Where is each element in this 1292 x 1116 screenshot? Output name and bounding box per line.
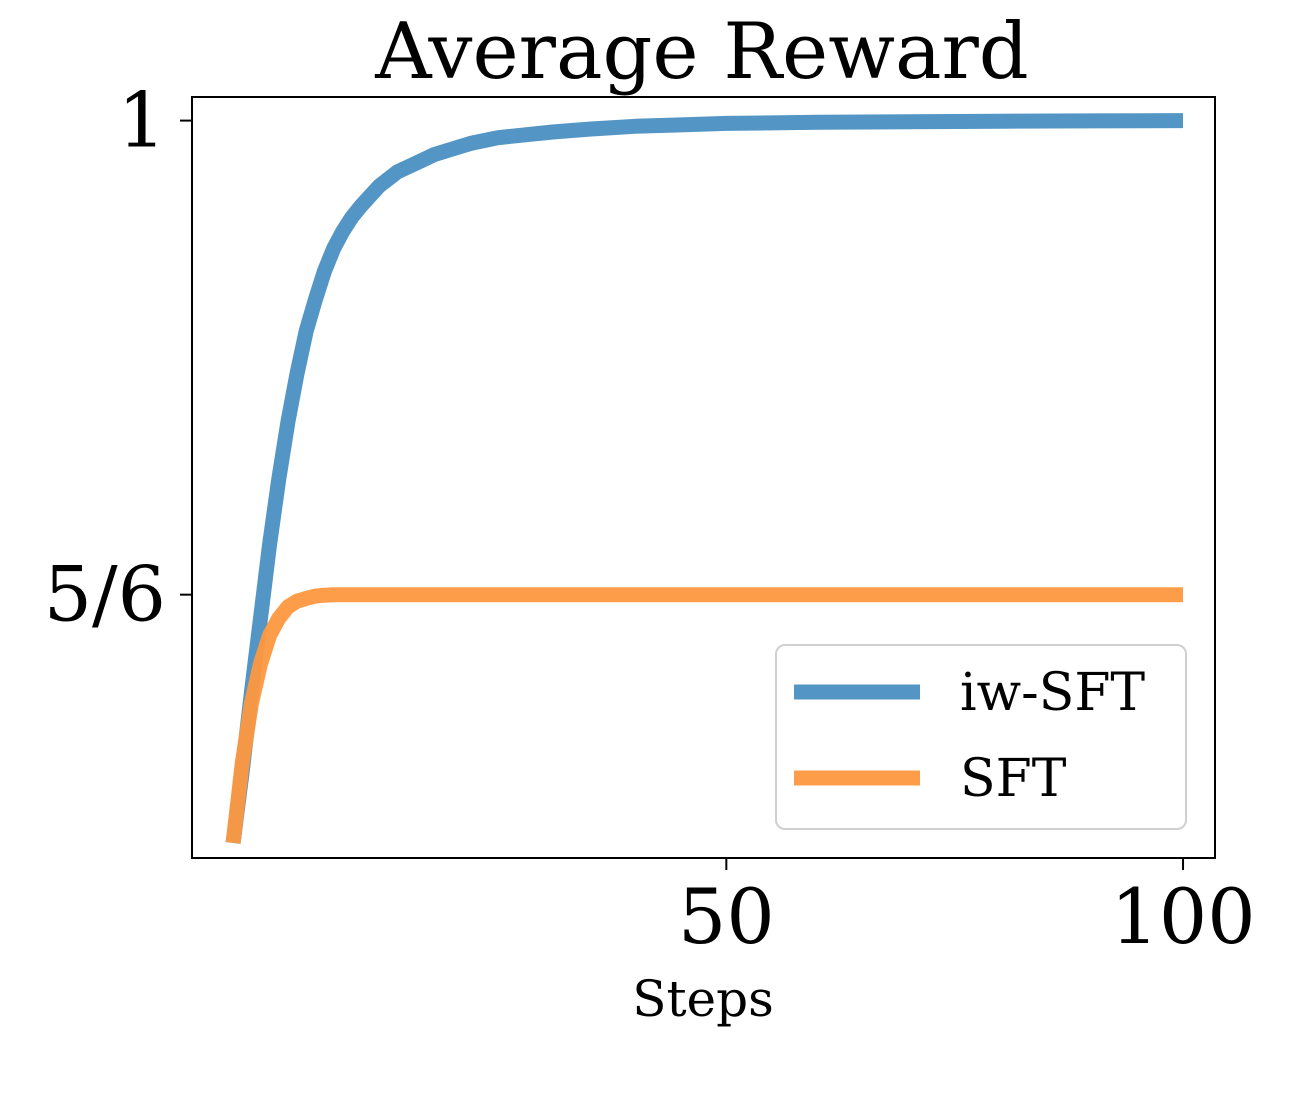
series-line-1 xyxy=(225,587,1183,844)
chart-title: Average Reward xyxy=(374,7,1028,97)
legend-label-1: SFT xyxy=(960,749,1067,809)
x-tick-label: 100 xyxy=(1111,872,1256,961)
x-axis-label: Steps xyxy=(632,970,774,1028)
y-tick-label: 1 xyxy=(118,76,166,165)
legend-label-0: iw-SFT xyxy=(960,663,1145,723)
axes: 50 100 5/6 1 xyxy=(44,76,1256,961)
plot-area xyxy=(225,113,1184,844)
x-tick-label: 50 xyxy=(678,872,775,961)
legend: iw-SFT SFT xyxy=(775,644,1187,830)
y-tick-label: 5/6 xyxy=(44,550,166,639)
series-line-0 xyxy=(225,113,1184,844)
plot-frame xyxy=(191,96,1216,859)
